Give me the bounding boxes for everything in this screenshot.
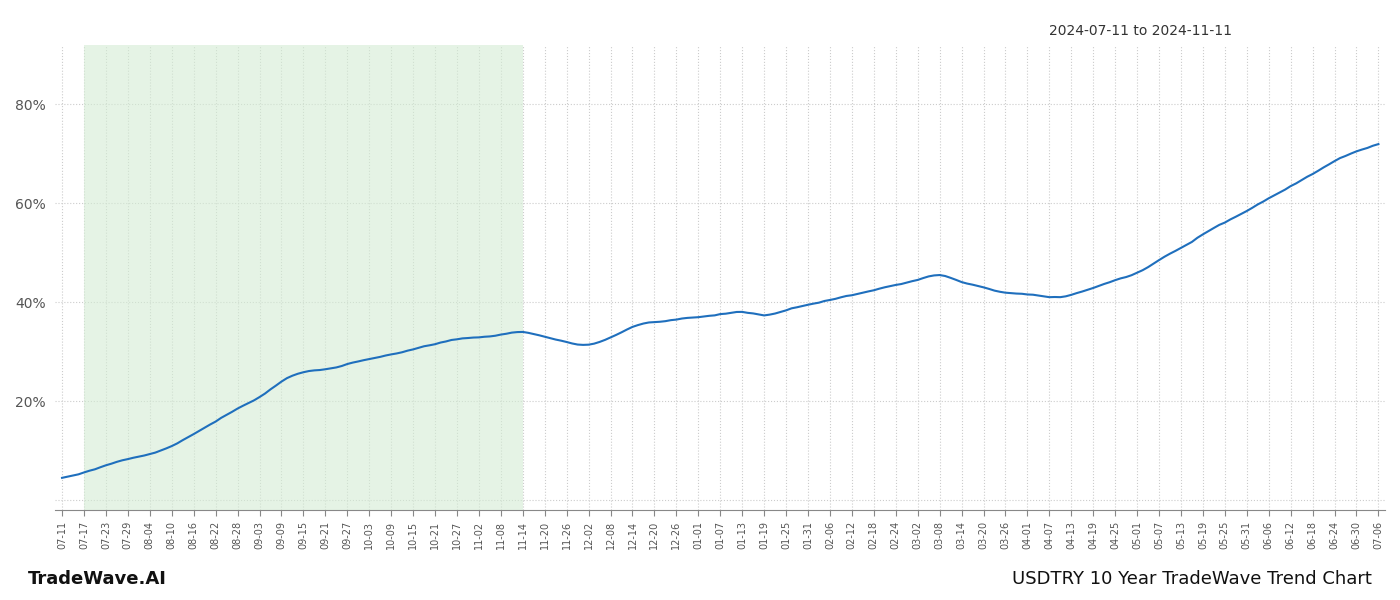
Text: USDTRY 10 Year TradeWave Trend Chart: USDTRY 10 Year TradeWave Trend Chart bbox=[1012, 570, 1372, 588]
Bar bbox=[84, 45, 522, 510]
Text: 2024-07-11 to 2024-11-11: 2024-07-11 to 2024-11-11 bbox=[1049, 24, 1232, 38]
Text: TradeWave.AI: TradeWave.AI bbox=[28, 570, 167, 588]
